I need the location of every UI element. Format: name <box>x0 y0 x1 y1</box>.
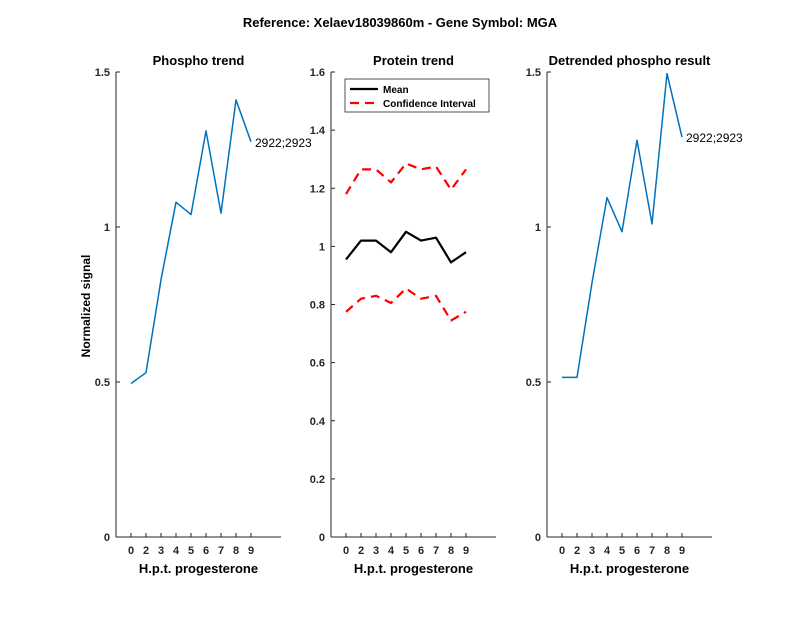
y-tick-label: 0 <box>535 532 541 544</box>
y-tick-label: 1.4 <box>310 125 326 137</box>
x-tick-label: 6 <box>418 545 424 557</box>
legend-entry-label: Confidence Interval <box>383 99 476 110</box>
series-line-blue-0 <box>130 99 252 385</box>
x-tick-label: 0 <box>128 545 134 557</box>
subplot-title: Detrended phospho result <box>549 53 711 68</box>
series-line-mean <box>345 230 467 264</box>
y-tick-label: 1.5 <box>95 67 110 79</box>
y-tick-label: 1 <box>319 241 325 253</box>
x-tick-label: 5 <box>403 545 409 557</box>
x-tick-label: 7 <box>218 545 224 557</box>
x-tick-label: 3 <box>373 545 379 557</box>
x-tick-label: 3 <box>158 545 164 557</box>
x-tick-label: 2 <box>143 545 149 557</box>
y-tick-label: 1.2 <box>310 183 325 195</box>
y-axis-label: Normalized signal <box>79 255 93 358</box>
x-tick-label: 8 <box>233 545 239 557</box>
y-tick-label: 1.5 <box>526 67 541 79</box>
y-tick-label: 1 <box>104 222 110 234</box>
x-tick-label: 2 <box>358 545 364 557</box>
series-line-confidence-interval <box>345 162 467 195</box>
x-tick-label: 5 <box>188 545 194 557</box>
x-axis-label: H.p.t. progesterone <box>570 561 689 576</box>
data-point-annotation: 2922;2923 <box>255 136 312 150</box>
x-axis-label: H.p.t. progesterone <box>354 561 473 576</box>
series-line-blue-0 <box>562 72 683 379</box>
x-tick-label: 0 <box>559 545 565 557</box>
series-line-red-2 <box>345 287 467 322</box>
x-tick-label: 5 <box>619 545 625 557</box>
x-tick-label: 6 <box>203 545 209 557</box>
x-tick-label: 7 <box>649 545 655 557</box>
subplot-2: 00.20.40.60.811.21.41.60 2 3 4 5 6 7 8 9Protein … <box>310 53 496 576</box>
y-tick-label: 0.6 <box>310 358 325 370</box>
x-tick-label: 8 <box>448 545 454 557</box>
x-tick-label: 4 <box>173 545 180 557</box>
x-axis-label: H.p.t. progesterone <box>139 561 258 576</box>
x-tick-label: 2 <box>574 545 580 557</box>
legend-box <box>344 78 490 113</box>
x-tick-label: 4 <box>604 545 611 557</box>
y-tick-label: 0 <box>104 532 110 544</box>
subplot-title: Protein trend <box>373 53 454 68</box>
y-tick-label: 0 <box>319 532 325 544</box>
x-tick-label: 9 <box>463 545 469 557</box>
legend-entry-label: Mean <box>383 85 409 96</box>
y-tick-label: 0.2 <box>310 474 325 486</box>
x-tick-label: 7 <box>433 545 439 557</box>
y-tick-label: 0.5 <box>95 377 110 389</box>
x-tick-label: 9 <box>248 545 254 557</box>
data-point-annotation: 2922;2923 <box>686 131 743 145</box>
x-tick-label: 6 <box>634 545 640 557</box>
x-tick-label: 8 <box>664 545 670 557</box>
y-tick-label: 1 <box>535 222 541 234</box>
x-tick-label: 0 <box>343 545 349 557</box>
y-tick-label: 0.5 <box>526 377 541 389</box>
y-tick-label: 0.8 <box>310 300 325 312</box>
y-tick-label: 1.6 <box>310 67 325 79</box>
x-tick-label: 9 <box>679 545 685 557</box>
legend: Mean Confidence Interval <box>344 78 490 113</box>
subplot-title: Phospho trend <box>153 53 245 68</box>
x-tick-label: 4 <box>388 545 395 557</box>
y-tick-label: 0.4 <box>310 416 326 428</box>
x-tick-label: 3 <box>589 545 595 557</box>
figure-suptitle: Reference: Xelaev18039860m - Gene Symbol… <box>243 15 558 30</box>
